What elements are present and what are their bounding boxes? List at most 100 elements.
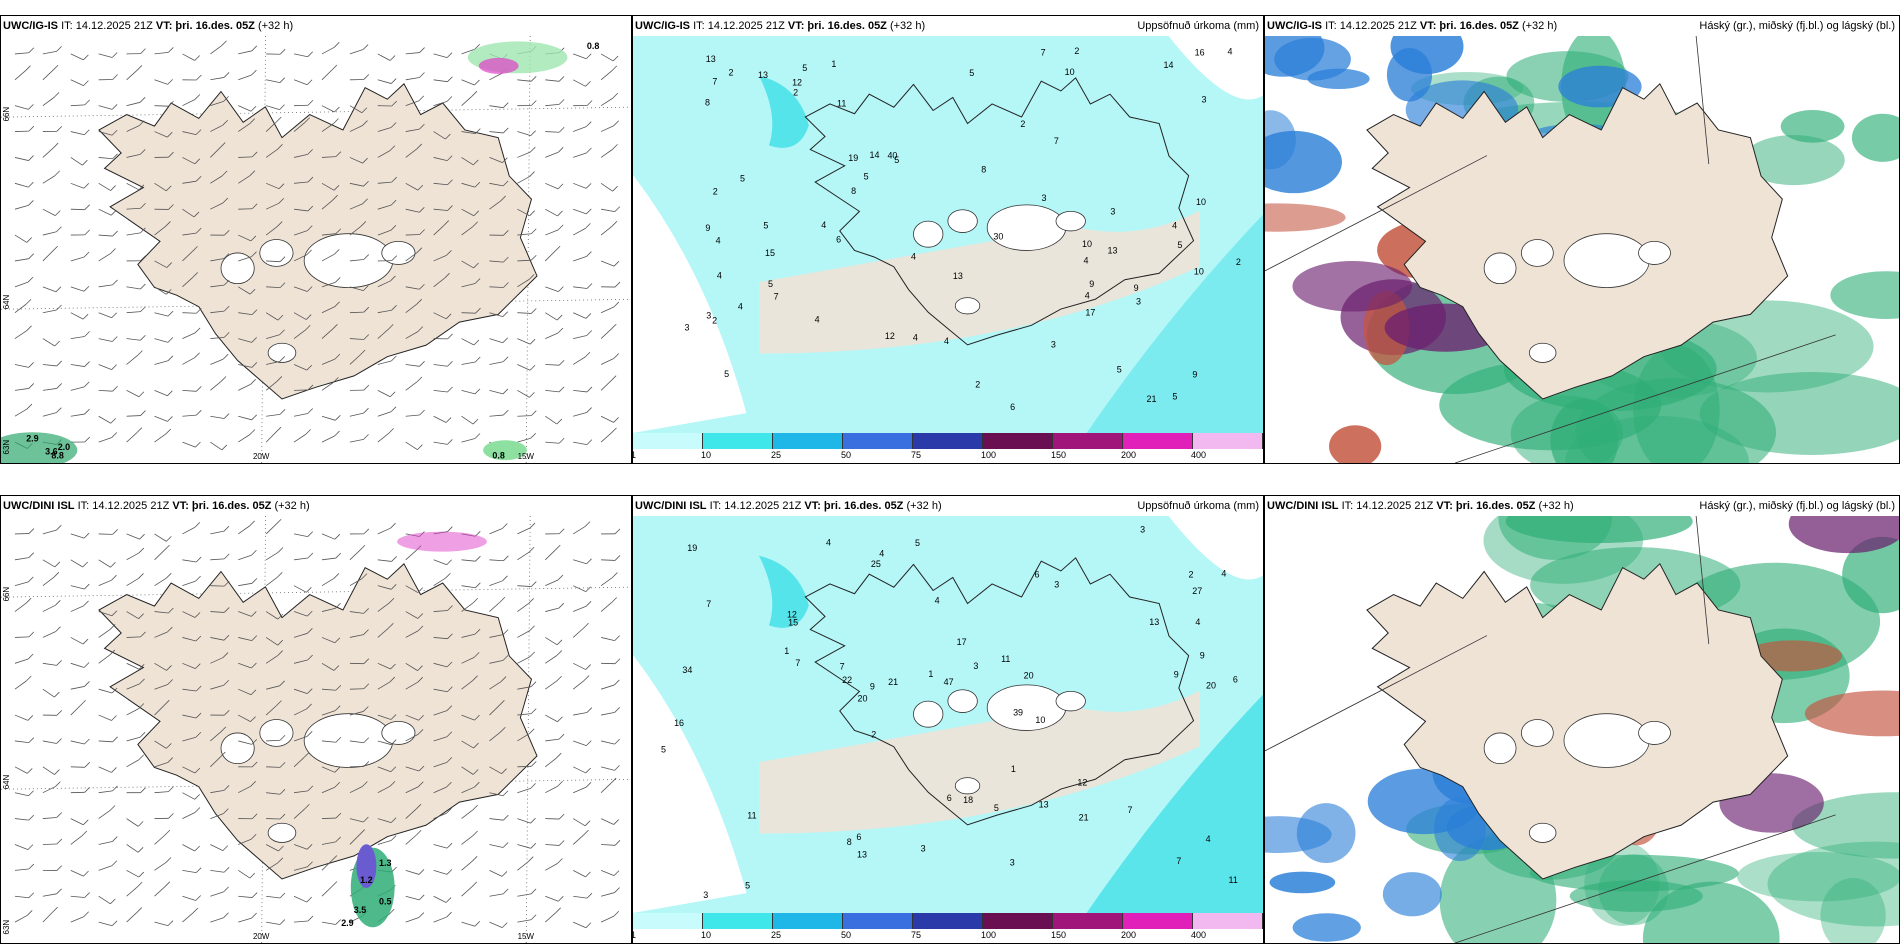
- precip-amount-label: 17: [957, 637, 967, 647]
- lat-label: 66N: [2, 587, 11, 602]
- precip-amount-label: 13: [1107, 245, 1117, 255]
- wind-value-label: 2.9: [26, 434, 38, 444]
- map-area[interactable]: 3 4 4 7 12 20 39 47 21 18 11 20 22 6 5 8 7 13 9 11 6 7 7 5 4 3 3 5 6…: [633, 516, 1263, 913]
- panel-header: UWC/IG-IS IT: 14.12.2025 21Z VT: þri. 16…: [1, 16, 631, 36]
- precip-amount-label: 6: [947, 793, 952, 803]
- precip-amount-label: 5: [1117, 365, 1122, 375]
- precip-patch: [483, 440, 527, 461]
- precip-amount-label: 4: [738, 302, 743, 312]
- panel-clouds-top: UWC/IG-IS IT: 14.12.2025 21Z VT: þri. 16…: [1264, 15, 1900, 464]
- precip-amount-label: 7: [795, 658, 800, 668]
- precip-amount-label: 9: [1192, 369, 1197, 379]
- precip-amount-label: 2: [728, 68, 733, 78]
- glacier-outline: [1638, 240, 1671, 265]
- wind-value-label: 0.5: [379, 897, 391, 907]
- precip-amount-label: 7: [1176, 856, 1181, 866]
- precip-amount-label: 3: [1140, 525, 1145, 535]
- map-clouds-top: [1265, 36, 1899, 463]
- precip-amount-label: 4: [879, 548, 884, 558]
- precip-amount-label: 21: [888, 677, 898, 687]
- region-boundaries: [1265, 516, 1836, 943]
- glacier-outline: [947, 209, 978, 233]
- glacier-outline: [267, 822, 297, 843]
- precip-amount-label: 3: [706, 310, 711, 320]
- colorbar-swatch: [633, 913, 703, 929]
- precip-amount-label: 19: [687, 543, 697, 553]
- colorbar-tick-label: 50: [841, 930, 852, 940]
- colorbar-tick-label: 10: [700, 450, 711, 460]
- lat-label: 63N: [2, 440, 11, 455]
- precip-amount-label: 7: [840, 662, 845, 672]
- precip-patch: [1, 432, 78, 463]
- map-area[interactable]: 1.3 0.5 3.5 2.9 1.2 66N 64N 63N 20W 15W: [1, 516, 631, 943]
- wind-barbs: [14, 518, 621, 929]
- glacier-outline: [259, 239, 294, 267]
- panel-header: UWC/DINI ISL IT: 14.12.2025 21Z VT: þri.…: [1, 496, 631, 516]
- precip-amount-label: 11: [1229, 875, 1238, 885]
- panel-header: UWC/DINI ISL IT: 14.12.2025 21Z VT: þri.…: [1265, 496, 1899, 516]
- precip-amount-label: 11: [747, 811, 756, 821]
- precip-amount-label: 6: [1233, 675, 1238, 685]
- colorbar-tick-label: 1: [633, 450, 636, 460]
- precip-amount-label: 3: [1051, 339, 1056, 349]
- precip-amount-label: 27: [1192, 586, 1202, 596]
- colorbar-swatch: [1053, 433, 1123, 449]
- precip-amount-label: 2: [713, 187, 718, 197]
- precip-amount-label: 10: [1082, 239, 1092, 249]
- wind-barbs: [14, 40, 621, 451]
- precip-amount-label: 4: [716, 236, 721, 246]
- colorbar-swatch: [1123, 433, 1193, 449]
- precip-amount-label: 20: [1024, 670, 1034, 680]
- glacier-outline: [267, 342, 297, 363]
- valid-label: VT:: [787, 20, 805, 32]
- map-precip-bottom: 3447122039472118112022658713911677543356…: [633, 516, 1263, 913]
- lat-label: 63N: [2, 920, 11, 935]
- valid-label: VT:: [155, 20, 173, 32]
- colorbar-tick-label: 400: [1190, 450, 1207, 460]
- precip-amount-label: 5: [724, 369, 729, 379]
- precip-amount-label: 13: [857, 850, 867, 860]
- precip-amount-label: 13: [953, 271, 963, 281]
- precip-amount-label: 4: [1084, 255, 1089, 265]
- precip-amount-label: 3: [1054, 579, 1059, 589]
- map-wind-bottom: 1.3 0.5 3.52.9 1.2 66N 64N 63N 20W 15W: [1, 516, 631, 943]
- valid-label: VT:: [1419, 20, 1437, 32]
- lat-label: 66N: [2, 107, 11, 122]
- panel-header: UWC/DINI ISL IT: 14.12.2025 21Z VT: þri.…: [633, 496, 1263, 516]
- precip-amount-label: 12: [787, 610, 797, 620]
- precip-amount-label: 4: [944, 336, 949, 346]
- precip-amount-label: 5: [768, 279, 773, 289]
- wind-value-label: 1.2: [360, 875, 372, 885]
- init-time: IT: 14.12.2025 21Z: [709, 500, 802, 512]
- init-time: IT: 14.12.2025 21Z: [1341, 500, 1434, 512]
- precip-amount-label: 3: [1136, 296, 1141, 306]
- panel-header: UWC/IG-IS IT: 14.12.2025 21Z VT: þri. 16…: [1265, 16, 1899, 36]
- glacier-outline: [1055, 210, 1086, 232]
- precip-amount-label: 18: [963, 795, 973, 805]
- map-precip-top: 4555552101968979121013304074148107129423…: [633, 36, 1263, 433]
- valid-label: VT:: [804, 500, 821, 512]
- valid-time: þri. 16.des. 05Z: [1455, 500, 1536, 512]
- lead-time: (+32 h): [1538, 500, 1574, 512]
- precip-amount-label: 30: [993, 231, 1003, 241]
- colorbar-swatch: [843, 913, 913, 929]
- precip-patch: [397, 531, 487, 552]
- map-area[interactable]: [1265, 36, 1899, 463]
- map-area[interactable]: 0.8 0.8 2.9 3.6 2.0 8.8 66N 64N 63N 20W 15W: [1, 36, 631, 463]
- colorbar-tick-label: 200: [1121, 450, 1137, 460]
- map-clouds-bottom: [1265, 516, 1899, 943]
- colorbar-tick-label: 1: [633, 930, 636, 940]
- precip-amount-label: 1: [831, 59, 836, 69]
- precip-patch: [356, 844, 377, 889]
- colorbar-swatch: [772, 913, 843, 929]
- colorbar-swatch: [1053, 913, 1123, 929]
- precip-amount-label: 4: [1172, 220, 1177, 230]
- colorbar-tick-label: 25: [770, 450, 781, 460]
- precip-labels: 3447122039472118112022658713911677543356…: [661, 525, 1238, 900]
- valid-label: VT:: [1436, 500, 1453, 512]
- precip-amount-label: 1: [1011, 764, 1016, 774]
- precip-amount-label: 1: [928, 669, 933, 679]
- map-area[interactable]: [1265, 516, 1899, 943]
- map-area[interactable]: 4 5 5 5 5 5 2 10 19 6 8 9 7 9 12 10 13 30 40 7 4 14 8 10 7 12 9 4 2 3…: [633, 36, 1263, 433]
- lat-label: 64N: [2, 294, 11, 309]
